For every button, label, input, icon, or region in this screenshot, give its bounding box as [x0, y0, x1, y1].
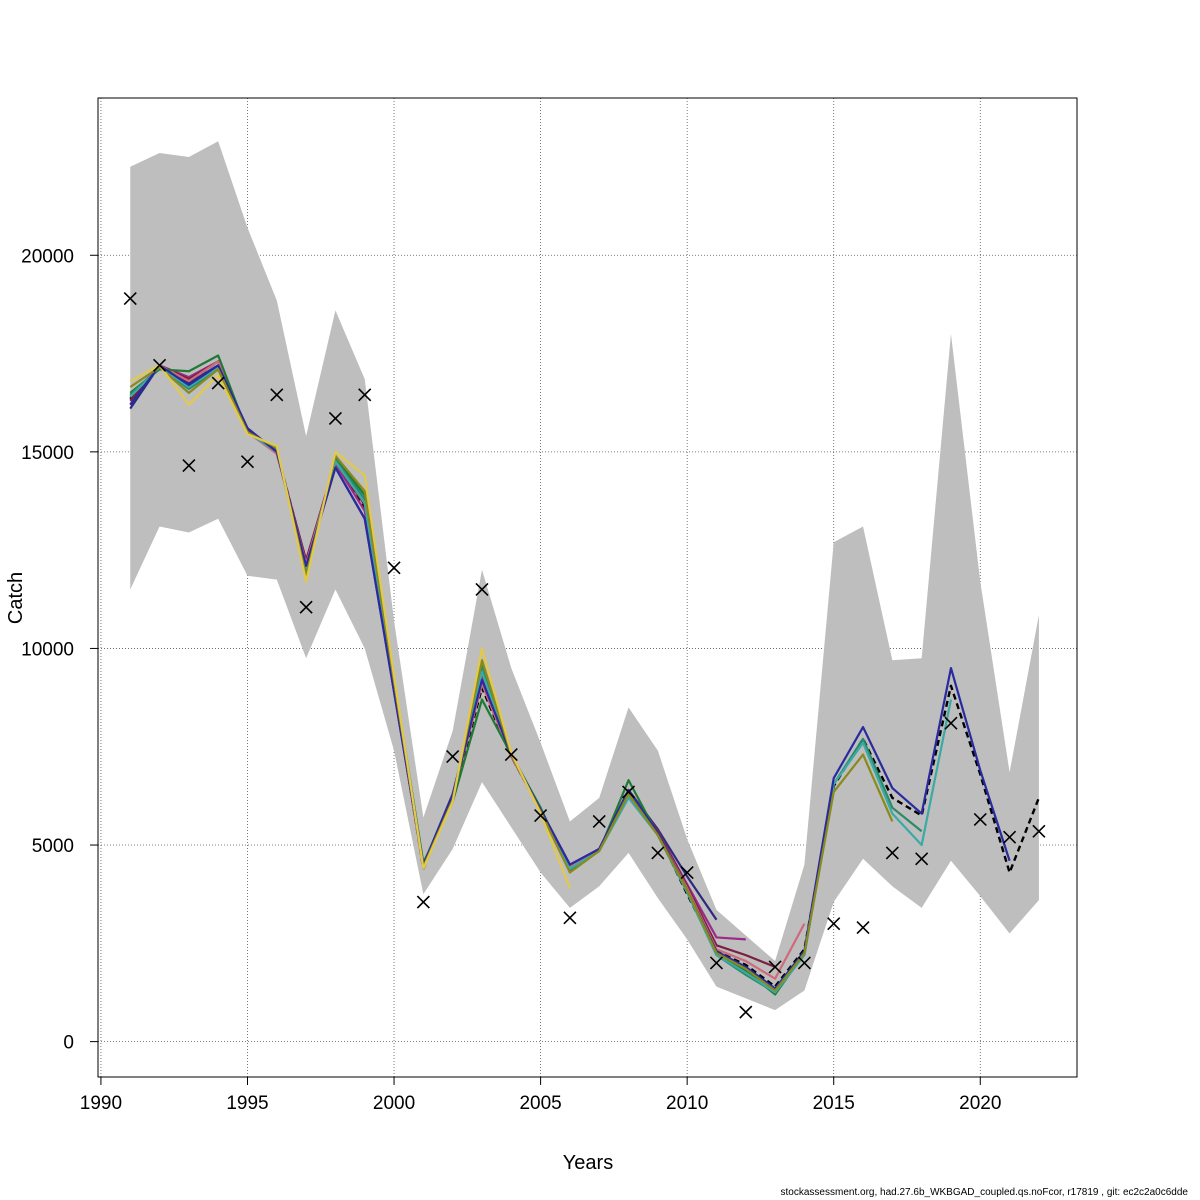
observed-point-2009 [651, 846, 665, 860]
observed-point-2000 [387, 561, 401, 575]
observed-point-2014 [797, 956, 811, 970]
observed-cross-b [328, 411, 342, 426]
observed-cross-b [123, 291, 137, 306]
y-tick-label-20000: 20000 [21, 246, 74, 267]
y-tick-label-0: 0 [63, 1033, 74, 1054]
observed-point-1994 [211, 376, 225, 390]
observed-cross-b [299, 600, 313, 614]
observed-cross-b [768, 960, 782, 974]
observed-point-1993 [182, 459, 196, 473]
observed-point-2004 [504, 748, 518, 762]
observed-cross-b [1003, 830, 1017, 844]
observed-cross-b [592, 814, 606, 829]
x-axis-title: Years [563, 1152, 613, 1174]
observed-point-2017 [885, 846, 899, 860]
observed-point-2012 [739, 1005, 753, 1019]
x-axis: 1990 1995 2000 2005 2010 2015 2020 [80, 1076, 1001, 1114]
observed-point-2013 [768, 960, 782, 974]
observed-point-2019 [944, 716, 958, 730]
observed-point-1998 [328, 411, 342, 426]
y-axis-title: Catch [5, 572, 27, 624]
observed-cross-b [709, 956, 724, 970]
x-tick-label-2010: 2010 [666, 1093, 708, 1114]
observed-cross-b [680, 865, 694, 880]
x-tick-label-2005: 2005 [519, 1093, 561, 1114]
observed-point-2021 [1003, 830, 1017, 844]
footer-note: stockassessment.org, had.27.6b_WKBGAD_co… [780, 1187, 1188, 1198]
observed-point-2006 [563, 911, 577, 925]
observed-point-2007 [592, 814, 606, 829]
x-tick-label-2015: 2015 [813, 1093, 855, 1114]
observed-cross-b [534, 808, 548, 823]
observed-cross-b [563, 911, 577, 925]
observed-cross-b [182, 459, 196, 473]
observed-cross-b [504, 748, 518, 762]
observed-point-2015 [827, 917, 841, 931]
observed-point-2020 [973, 812, 987, 827]
observed-point-2022 [1032, 824, 1046, 838]
observed-point-2016 [856, 921, 870, 935]
observed-cross-b [651, 846, 665, 860]
observed-cross-b [739, 1005, 753, 1019]
observed-points [123, 291, 1046, 1019]
observed-point-2003 [475, 582, 489, 597]
observed-cross-b [973, 812, 987, 827]
observed-cross-b [797, 956, 811, 970]
observed-cross-b [240, 455, 255, 469]
observed-cross-b [856, 921, 870, 935]
observed-point-2011 [709, 956, 724, 970]
observed-cross-b [211, 376, 225, 390]
y-tick-label-15000: 15000 [21, 443, 74, 464]
observed-cross-b [1032, 824, 1046, 838]
observed-cross-b [621, 785, 636, 799]
observed-cross-b [915, 852, 929, 866]
observed-point-2005 [534, 808, 548, 823]
observed-point-1995 [240, 455, 255, 469]
observed-cross-b [358, 388, 372, 402]
series-line-11 [129, 364, 571, 889]
x-tick-label-2000: 2000 [373, 1093, 415, 1114]
observed-cross-b [416, 895, 430, 909]
observed-cross-b [885, 846, 899, 860]
observed-cross-b [387, 561, 401, 575]
observed-point-1992 [152, 358, 167, 372]
x-tick-label-2020: 2020 [959, 1093, 1001, 1114]
observed-cross-b [944, 716, 958, 730]
confidence-band [130, 141, 1039, 1011]
x-tick-label-1995: 1995 [226, 1093, 268, 1114]
observed-point-2010 [680, 865, 694, 880]
observed-point-2002 [446, 749, 460, 764]
x-tick-label-1990: 1990 [80, 1093, 122, 1114]
observed-cross-b [446, 749, 460, 764]
y-axis: 0 5000 10000 15000 20000 [21, 246, 99, 1054]
observed-point-2008 [621, 785, 636, 799]
observed-cross-b [270, 388, 284, 402]
observed-cross-b [827, 917, 841, 931]
y-tick-label-5000: 5000 [32, 836, 74, 857]
observed-point-1996 [270, 388, 284, 402]
observed-point-2001 [416, 895, 430, 909]
observed-cross-b [475, 582, 489, 597]
observed-point-1991 [123, 291, 137, 306]
observed-point-1997 [299, 600, 313, 614]
observed-point-1999 [358, 388, 372, 402]
observed-point-2018 [915, 852, 929, 866]
y-tick-label-10000: 10000 [21, 639, 74, 660]
observed-cross-b [152, 358, 167, 372]
